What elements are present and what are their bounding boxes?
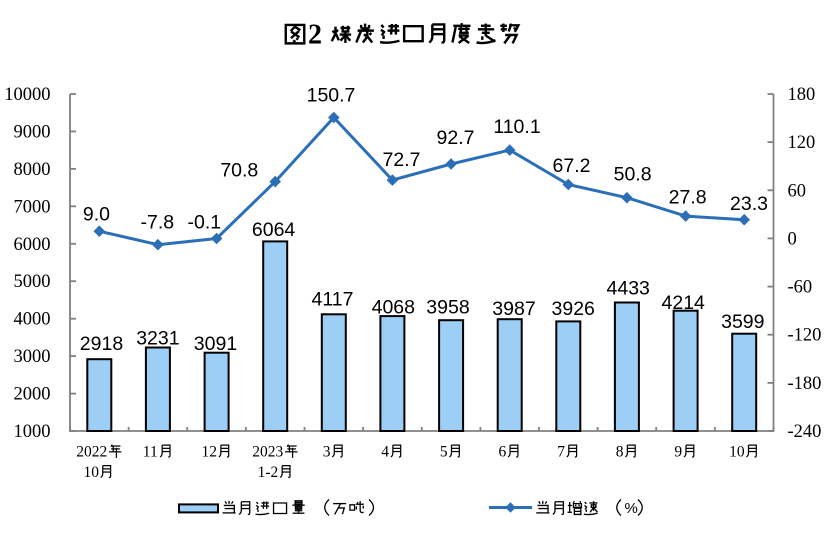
svg-text:0: 0 xyxy=(788,229,797,249)
svg-text:-0.1: -0.1 xyxy=(187,212,221,234)
svg-text:%: % xyxy=(625,500,638,517)
svg-text:72.7: 72.7 xyxy=(383,149,421,171)
svg-text:4000: 4000 xyxy=(14,310,51,330)
svg-text:4214: 4214 xyxy=(662,292,706,314)
svg-text:27.8: 27.8 xyxy=(669,187,707,209)
svg-text:11: 11 xyxy=(143,444,158,461)
svg-text:10000: 10000 xyxy=(4,85,50,105)
svg-text:180: 180 xyxy=(788,85,816,105)
svg-text:6000: 6000 xyxy=(14,235,51,255)
svg-text:2: 2 xyxy=(308,20,322,51)
svg-text:50.8: 50.8 xyxy=(614,163,652,185)
svg-text:60: 60 xyxy=(788,181,807,201)
svg-text:7: 7 xyxy=(557,444,565,461)
svg-text:-120: -120 xyxy=(788,326,822,346)
svg-text:110.1: 110.1 xyxy=(493,116,540,138)
svg-text:3599: 3599 xyxy=(721,311,764,333)
svg-text:12: 12 xyxy=(202,444,218,461)
svg-text:-60: -60 xyxy=(788,278,813,298)
svg-text:3: 3 xyxy=(323,444,331,461)
svg-text:-7.8: -7.8 xyxy=(140,212,174,234)
svg-text:92.7: 92.7 xyxy=(437,127,475,149)
svg-text:120: 120 xyxy=(788,133,816,153)
svg-text:10: 10 xyxy=(84,464,100,481)
svg-text:2022: 2022 xyxy=(76,444,107,461)
svg-text:150.7: 150.7 xyxy=(307,85,356,107)
svg-text:23.3: 23.3 xyxy=(730,193,768,215)
svg-text:4117: 4117 xyxy=(312,289,354,311)
svg-text:5: 5 xyxy=(440,444,448,461)
svg-text:9: 9 xyxy=(674,444,682,461)
svg-text:5000: 5000 xyxy=(14,272,51,292)
svg-text:8: 8 xyxy=(616,444,624,461)
svg-text:3987: 3987 xyxy=(492,298,535,320)
svg-text:2023: 2023 xyxy=(252,444,283,461)
svg-text:3091: 3091 xyxy=(194,333,237,355)
svg-text:3231: 3231 xyxy=(136,328,179,350)
svg-text:9000: 9000 xyxy=(14,122,51,142)
svg-text:1-2: 1-2 xyxy=(258,464,279,481)
svg-text:-240: -240 xyxy=(788,422,822,442)
svg-text:2000: 2000 xyxy=(14,385,51,405)
svg-text:9.0: 9.0 xyxy=(83,204,110,226)
svg-text:3000: 3000 xyxy=(14,347,51,367)
svg-text:3958: 3958 xyxy=(426,297,469,319)
svg-text:6: 6 xyxy=(499,444,507,461)
svg-text:4068: 4068 xyxy=(372,297,415,319)
svg-text:8000: 8000 xyxy=(14,160,51,180)
svg-text:6064: 6064 xyxy=(252,219,296,241)
svg-text:7000: 7000 xyxy=(14,197,51,217)
svg-text:4: 4 xyxy=(381,444,389,461)
svg-text:67.2: 67.2 xyxy=(553,155,591,177)
svg-text:-180: -180 xyxy=(788,374,822,394)
svg-text:4433: 4433 xyxy=(607,278,650,300)
svg-text:3926: 3926 xyxy=(552,298,595,320)
svg-text:10: 10 xyxy=(729,444,745,461)
svg-text:1000: 1000 xyxy=(14,422,51,442)
svg-text:70.8: 70.8 xyxy=(220,160,258,182)
svg-text:2918: 2918 xyxy=(80,333,123,355)
